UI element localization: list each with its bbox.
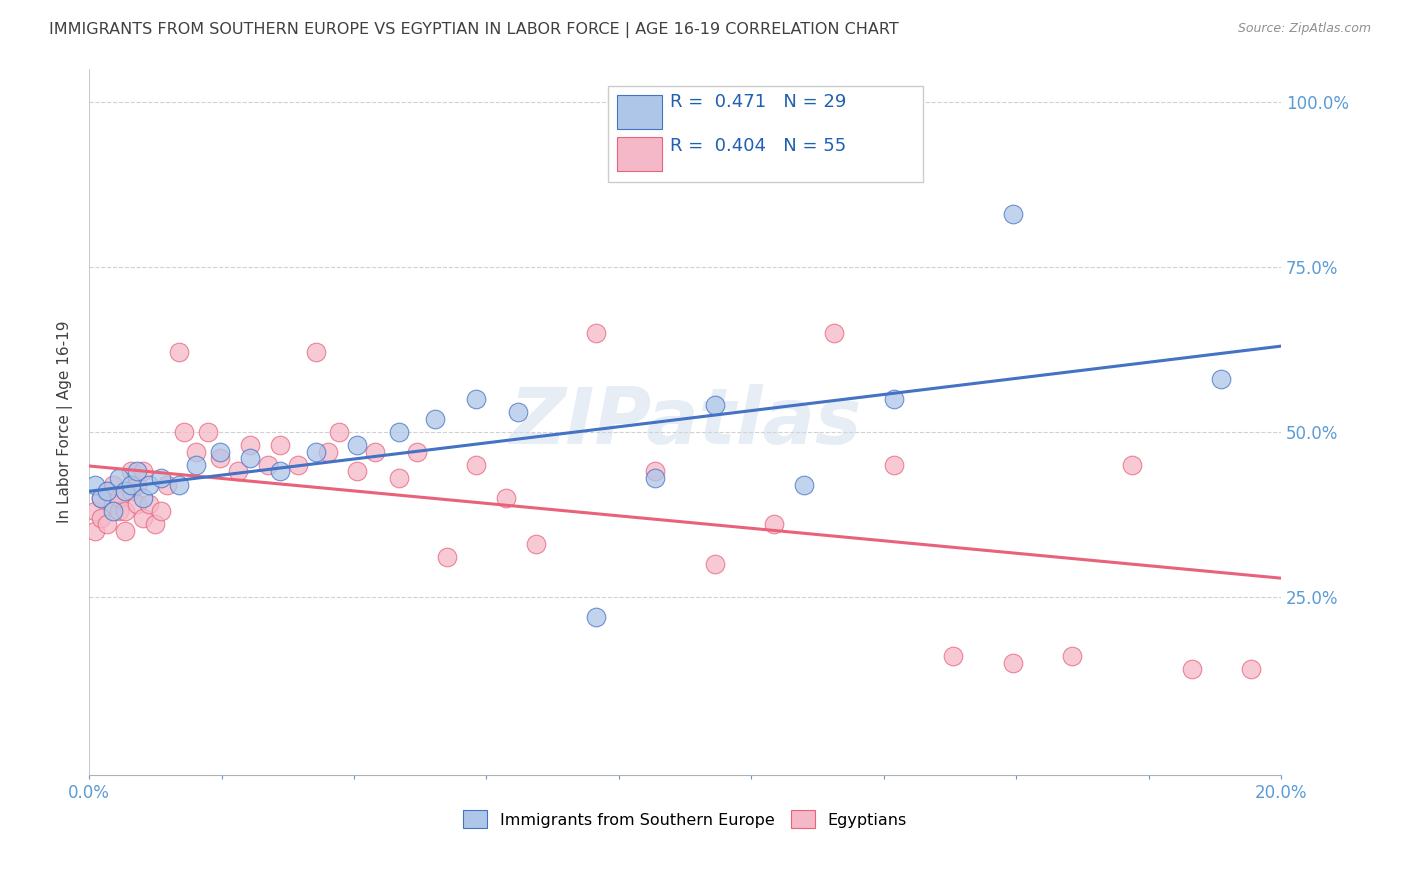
Point	[138, 477, 160, 491]
Text: IMMIGRANTS FROM SOUTHERN EUROPE VS EGYPTIAN IN LABOR FORCE | AGE 16-19 CORRELATI: IMMIGRANTS FROM SOUTHERN EUROPE VS EGYPT…	[49, 22, 898, 38]
Point	[703, 398, 725, 412]
Point	[524, 537, 547, 551]
Point	[823, 326, 845, 340]
Point	[1240, 663, 1263, 677]
Point	[108, 471, 131, 485]
Point	[132, 491, 155, 505]
Point	[703, 557, 725, 571]
Point	[209, 451, 232, 466]
Point	[186, 444, 208, 458]
Point	[793, 477, 815, 491]
Point	[465, 458, 488, 472]
Point	[346, 464, 368, 478]
Point	[763, 517, 786, 532]
Point	[644, 471, 666, 485]
Point	[644, 464, 666, 478]
FancyBboxPatch shape	[607, 87, 924, 182]
Point	[84, 504, 107, 518]
Point	[167, 345, 190, 359]
Point	[84, 524, 107, 538]
Point	[143, 517, 166, 532]
Point	[465, 392, 488, 406]
Point	[156, 477, 179, 491]
Point	[96, 484, 118, 499]
Point	[149, 504, 172, 518]
Text: R =  0.471   N = 29: R = 0.471 N = 29	[669, 93, 846, 111]
Point	[149, 471, 172, 485]
Point	[101, 504, 124, 518]
Point	[1001, 656, 1024, 670]
Point	[114, 504, 136, 518]
Point	[132, 510, 155, 524]
Point	[388, 471, 411, 485]
Point	[108, 504, 131, 518]
Point	[585, 609, 607, 624]
Point	[114, 484, 136, 499]
Point	[883, 392, 905, 406]
Point	[269, 464, 291, 478]
Point	[388, 425, 411, 439]
Point	[84, 477, 107, 491]
Point	[316, 444, 339, 458]
Point	[364, 444, 387, 458]
Point	[138, 497, 160, 511]
Point	[186, 458, 208, 472]
Point	[406, 444, 429, 458]
Point	[436, 550, 458, 565]
Point	[328, 425, 350, 439]
Point	[257, 458, 280, 472]
Point	[96, 484, 118, 499]
FancyBboxPatch shape	[617, 137, 662, 171]
Point	[125, 464, 148, 478]
Point	[1121, 458, 1143, 472]
Legend: Immigrants from Southern Europe, Egyptians: Immigrants from Southern Europe, Egyptia…	[457, 804, 912, 834]
Y-axis label: In Labor Force | Age 16-19: In Labor Force | Age 16-19	[58, 320, 73, 523]
Text: R =  0.404   N = 55: R = 0.404 N = 55	[669, 137, 846, 155]
Point	[114, 524, 136, 538]
Point	[346, 438, 368, 452]
Point	[287, 458, 309, 472]
Point	[167, 477, 190, 491]
FancyBboxPatch shape	[617, 95, 662, 128]
Point	[239, 451, 262, 466]
Point	[1211, 372, 1233, 386]
Point	[96, 517, 118, 532]
Point	[132, 464, 155, 478]
Point	[1180, 663, 1202, 677]
Point	[120, 484, 142, 499]
Point	[423, 411, 446, 425]
Point	[173, 425, 195, 439]
Point	[226, 464, 249, 478]
Point	[125, 497, 148, 511]
Text: Source: ZipAtlas.com: Source: ZipAtlas.com	[1237, 22, 1371, 36]
Point	[1001, 207, 1024, 221]
Point	[508, 405, 530, 419]
Point	[197, 425, 219, 439]
Point	[90, 491, 112, 505]
Point	[304, 345, 326, 359]
Point	[90, 491, 112, 505]
Point	[120, 477, 142, 491]
Point	[269, 438, 291, 452]
Point	[585, 326, 607, 340]
Point	[101, 497, 124, 511]
Point	[304, 444, 326, 458]
Text: ZIPatlas: ZIPatlas	[509, 384, 862, 460]
Point	[942, 649, 965, 664]
Point	[209, 444, 232, 458]
Point	[495, 491, 517, 505]
Point	[101, 477, 124, 491]
Point	[239, 438, 262, 452]
Point	[120, 464, 142, 478]
Point	[108, 491, 131, 505]
Point	[90, 510, 112, 524]
Point	[883, 458, 905, 472]
Point	[1062, 649, 1084, 664]
Point	[125, 477, 148, 491]
